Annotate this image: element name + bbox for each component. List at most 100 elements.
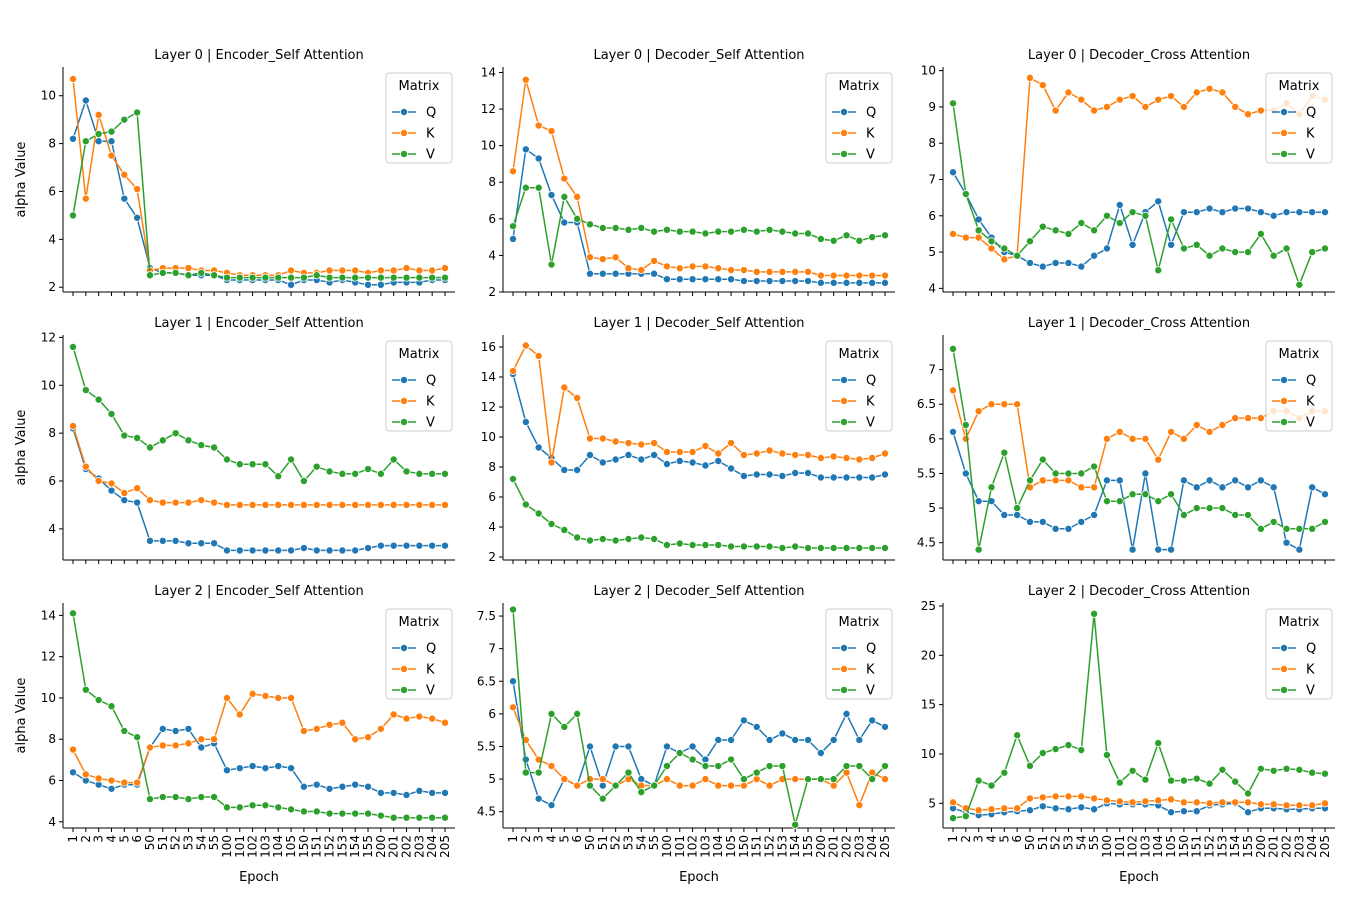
x-tick-label: 3 (92, 835, 106, 843)
data-point-q (585, 450, 594, 459)
data-point-q (974, 497, 983, 506)
data-point-q (573, 465, 582, 474)
data-point-v (1218, 244, 1227, 253)
data-point-q (1269, 483, 1278, 492)
data-point-v (1256, 524, 1265, 533)
data-point-v (120, 431, 129, 440)
data-point-v (739, 225, 748, 234)
data-point-v (1308, 768, 1317, 777)
data-point-q (222, 766, 231, 775)
data-point-k (560, 383, 569, 392)
data-point-k (949, 229, 958, 238)
data-point-q (688, 742, 697, 751)
x-tick-label: 150 (297, 835, 311, 858)
data-point-q (415, 786, 424, 795)
legend-label-v: V (1306, 684, 1315, 699)
data-point-k (428, 714, 437, 723)
x-tick-label: 105 (284, 835, 298, 858)
data-point-k (1218, 798, 1227, 807)
data-point-q (714, 735, 723, 744)
data-point-k (624, 438, 633, 447)
data-point-k (1000, 255, 1009, 264)
data-point-v (1102, 211, 1111, 220)
legend-title: Matrix (839, 615, 880, 630)
data-point-q (1154, 545, 1163, 554)
data-point-k (547, 762, 556, 771)
x-tick-label: 205 (1318, 835, 1332, 858)
data-point-q (791, 277, 800, 286)
data-point-k (650, 256, 659, 265)
data-point-k (1051, 792, 1060, 801)
data-point-k (987, 400, 996, 409)
data-point-k (1025, 73, 1034, 82)
data-point-k (778, 267, 787, 276)
data-point-k (688, 781, 697, 790)
x-tick-label: 204 (1305, 835, 1319, 858)
data-point-k (1167, 795, 1176, 804)
data-point-v (338, 469, 347, 478)
data-point-q (585, 269, 594, 278)
data-point-v (248, 273, 257, 282)
data-point-k (1038, 793, 1047, 802)
data-point-k (974, 233, 983, 242)
data-point-q (1000, 510, 1009, 519)
data-point-v (1141, 211, 1150, 220)
data-point-k (1179, 434, 1188, 443)
data-point-v (1308, 248, 1317, 257)
data-point-k (701, 262, 710, 271)
data-point-k (739, 781, 748, 790)
legend: Matrix QKV (385, 72, 453, 164)
legend-marker-k (399, 396, 408, 405)
data-point-q (210, 539, 219, 548)
data-point-k (440, 264, 449, 273)
data-point-k (69, 421, 78, 430)
data-point-k (765, 446, 774, 455)
data-point-v (1205, 779, 1214, 788)
data-point-q (688, 458, 697, 467)
data-point-k (338, 500, 347, 509)
data-point-k (1167, 427, 1176, 436)
data-point-k (688, 447, 697, 456)
y-tick-label: 8 (48, 732, 56, 746)
x-tick-label: 153 (1215, 835, 1229, 858)
data-point-q (1321, 208, 1330, 217)
data-point-k (637, 266, 646, 275)
data-point-v (69, 211, 78, 220)
data-point-q (804, 277, 813, 286)
x-tick-label: 50 (583, 835, 597, 850)
data-point-q (312, 546, 321, 555)
data-point-v (107, 127, 116, 136)
data-point-k (1064, 792, 1073, 801)
data-point-k (440, 718, 449, 727)
data-point-k (675, 781, 684, 790)
legend-marker-v (840, 149, 849, 158)
data-point-v (739, 542, 748, 551)
data-point-q (351, 546, 360, 555)
data-point-q (1077, 803, 1086, 812)
data-point-k (949, 798, 958, 807)
data-point-v (1038, 455, 1047, 464)
x-tick-label: 100 (660, 835, 674, 858)
x-tick-label: 200 (1254, 835, 1268, 858)
data-point-q (1308, 208, 1317, 217)
data-point-v (816, 775, 825, 784)
x-tick-label: 155 (1241, 835, 1255, 858)
data-point-k (1115, 427, 1124, 436)
y-tick-label: 4.5 (917, 536, 936, 550)
data-point-q (714, 456, 723, 465)
data-point-q (714, 275, 723, 284)
data-point-k (1025, 794, 1034, 803)
data-point-k (389, 710, 398, 719)
y-axis-label: alpha Value (14, 410, 29, 486)
data-point-k (521, 341, 530, 350)
data-point-q (881, 470, 890, 479)
data-point-k (1115, 797, 1124, 806)
data-point-v (338, 273, 347, 282)
data-point-v (949, 99, 958, 108)
data-point-q (69, 768, 78, 777)
legend-marker-k (399, 665, 408, 674)
data-point-v (133, 433, 142, 442)
data-point-k (402, 500, 411, 509)
x-tick-label: 2 (79, 835, 93, 843)
data-point-q (547, 191, 556, 200)
